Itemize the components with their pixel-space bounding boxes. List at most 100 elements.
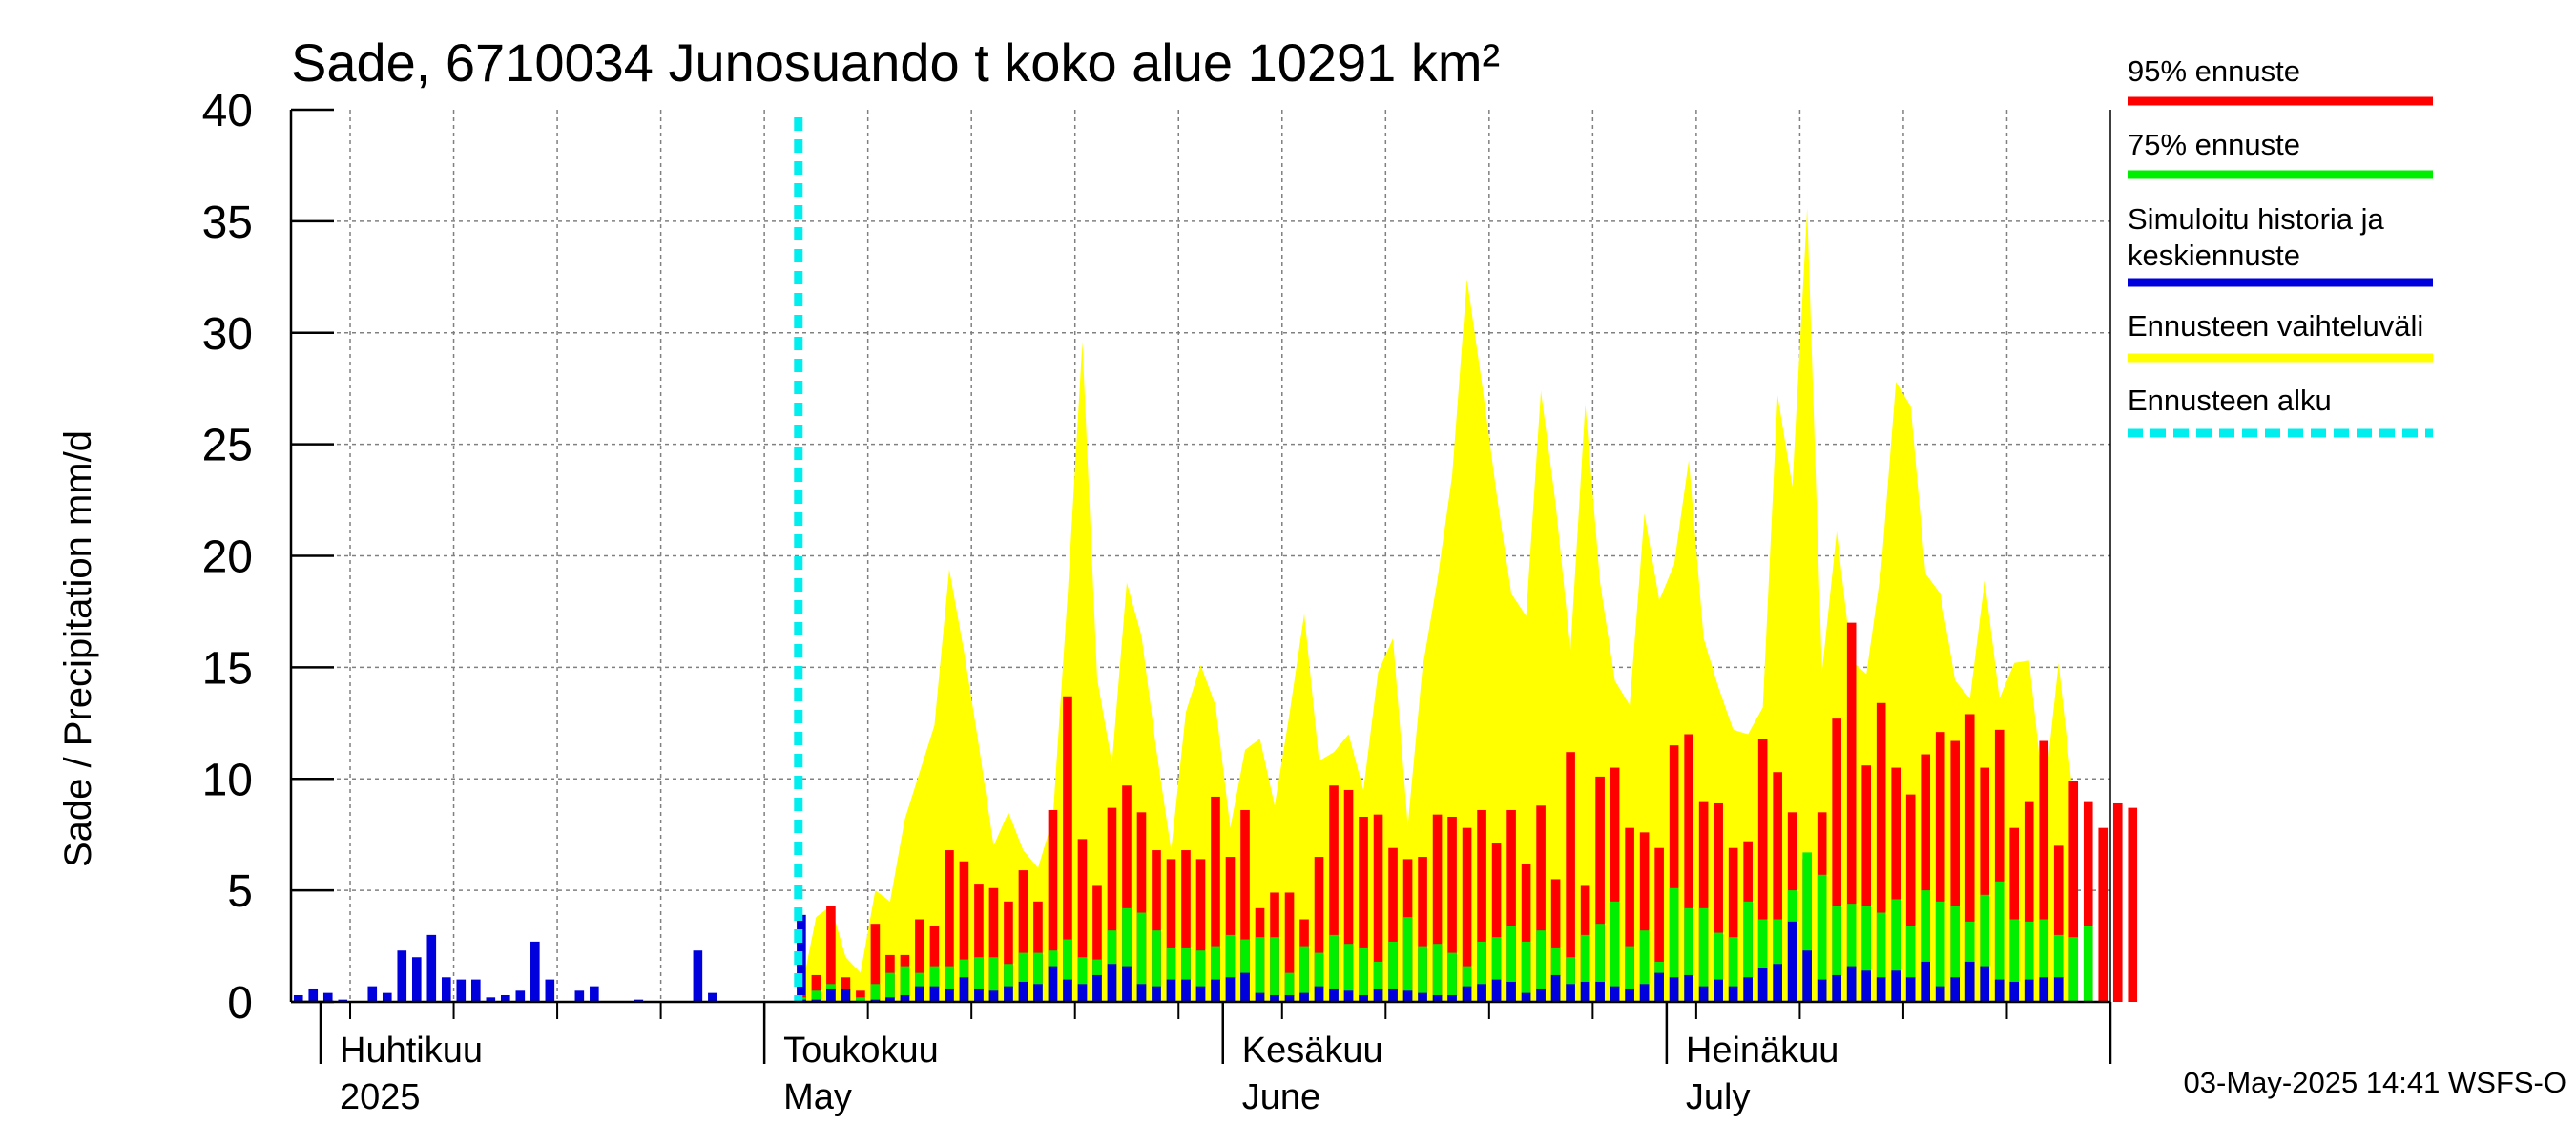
p75-bar — [1195, 950, 1206, 1002]
p75-bar — [885, 972, 895, 1002]
p95-bar — [1891, 767, 1901, 1002]
p75-bar — [1359, 947, 1368, 1002]
median-bar — [1639, 984, 1650, 1002]
footer-timestamp: 03-May-2025 14:41 WSFS-O — [2184, 1066, 2566, 1099]
median-bar — [1388, 988, 1398, 1002]
median-bar — [1773, 964, 1782, 1002]
median-bar — [929, 986, 940, 1002]
p95-bar — [1550, 879, 1561, 1002]
p95-bar — [1211, 796, 1220, 1002]
p95-bar — [2112, 802, 2123, 1002]
median-bar — [1092, 974, 1102, 1002]
p95-bar — [856, 990, 865, 1002]
p75-bar — [1639, 930, 1650, 1002]
history-bar — [486, 997, 496, 1002]
median-bar — [1506, 981, 1516, 1002]
median-bar — [1950, 977, 1961, 1002]
median-bar — [1536, 988, 1546, 1002]
p75-bar — [1728, 937, 1738, 1002]
p75-bar — [1018, 952, 1028, 1002]
p75-bar — [1033, 952, 1043, 1002]
p95-bar — [988, 887, 999, 1002]
p75-bar — [1270, 937, 1279, 1002]
median-bar — [1477, 984, 1486, 1002]
p75-bar — [856, 997, 865, 1002]
median-bar — [1994, 979, 2005, 1002]
p75-bar — [1610, 901, 1620, 1002]
p95-bar — [1669, 745, 1679, 1002]
median-bar — [1462, 986, 1472, 1002]
median-bar — [1684, 974, 1693, 1002]
p95-bar — [1122, 785, 1132, 1002]
median-bar — [1698, 986, 1709, 1002]
p75-bar — [1314, 952, 1324, 1002]
history-bar — [708, 992, 717, 1002]
median-bar — [1299, 992, 1309, 1002]
legend: 95% ennuste 75% ennuste Simuloitu historia… — [2128, 54, 2433, 438]
p75-bar — [1921, 890, 1931, 1002]
x-month-sublabel: July — [1686, 1077, 1751, 1117]
p95-bar — [1418, 857, 1427, 1002]
median-bar — [915, 986, 924, 1002]
p75-bar — [1625, 946, 1634, 1002]
p95-bar — [1521, 864, 1531, 1002]
median-bar — [1595, 981, 1605, 1002]
x-month-label: Kesäkuu — [1242, 1030, 1383, 1071]
median-bar — [1610, 986, 1620, 1002]
p75-bar — [1136, 912, 1147, 1002]
p75-bar — [1698, 907, 1709, 1002]
history-bar — [515, 990, 526, 1002]
chart-title: Sade, 6710034 Junosuando t koko alue 102… — [291, 32, 1500, 93]
p75-bar — [1077, 957, 1088, 1002]
p95-bar — [2128, 807, 2138, 1002]
p75-bar — [1714, 932, 1723, 1002]
history-bar — [574, 990, 585, 1002]
p95-bar — [1639, 832, 1650, 1002]
p95-bar — [1181, 850, 1191, 1002]
p95-bar — [1980, 767, 1990, 1002]
p95-bar — [1092, 885, 1102, 1002]
median-bar — [1373, 988, 1383, 1002]
p95-bar — [1714, 802, 1723, 1002]
forecast-range-area — [800, 207, 2074, 1003]
p95-bar — [870, 924, 881, 1002]
median-bar — [2039, 977, 2049, 1002]
median-bar — [1048, 966, 1058, 1002]
p75-bar — [1832, 906, 1841, 1002]
p75-bar — [2083, 926, 2093, 1002]
median-bar — [1077, 984, 1088, 1002]
p95-bar — [1077, 839, 1088, 1002]
median-bar — [1107, 964, 1117, 1002]
p95-bar — [2068, 781, 2079, 1002]
median-bar — [1654, 972, 1664, 1002]
median-bar — [2053, 977, 2064, 1002]
p75-bar — [1122, 907, 1132, 1002]
median-bar — [1580, 981, 1590, 1002]
p95-bar — [1905, 794, 1916, 1002]
p75-bar — [1343, 944, 1354, 1002]
p75-bar — [1491, 937, 1502, 1002]
p95-bar — [2098, 827, 2109, 1002]
p95-bar — [2039, 740, 2049, 1002]
median-bar — [1491, 979, 1502, 1002]
history-bar — [530, 941, 540, 1002]
y-tick-label: 30 — [202, 309, 253, 360]
median-bar — [1329, 988, 1339, 1002]
p95-bar — [945, 850, 954, 1002]
y-tick-label: 40 — [202, 86, 253, 136]
median-bar — [1063, 979, 1072, 1002]
p75-bar — [1876, 912, 1886, 1002]
median-bar — [945, 988, 954, 1002]
y-axis-label: Sade / Precipitation mm/d — [57, 430, 99, 867]
p95-bar — [1240, 809, 1250, 1002]
p95-bar — [1225, 857, 1236, 1002]
p75-bar — [1994, 881, 2005, 1002]
median-bar — [1550, 974, 1561, 1002]
p95-bar — [1832, 718, 1841, 1002]
p75-bar — [1418, 946, 1427, 1002]
p95-bar — [1964, 714, 1975, 1002]
median-bar — [1402, 990, 1413, 1002]
x-month-label: Toukokuu — [783, 1030, 939, 1071]
p75-bar — [1447, 952, 1457, 1002]
median-bar — [1432, 994, 1443, 1002]
